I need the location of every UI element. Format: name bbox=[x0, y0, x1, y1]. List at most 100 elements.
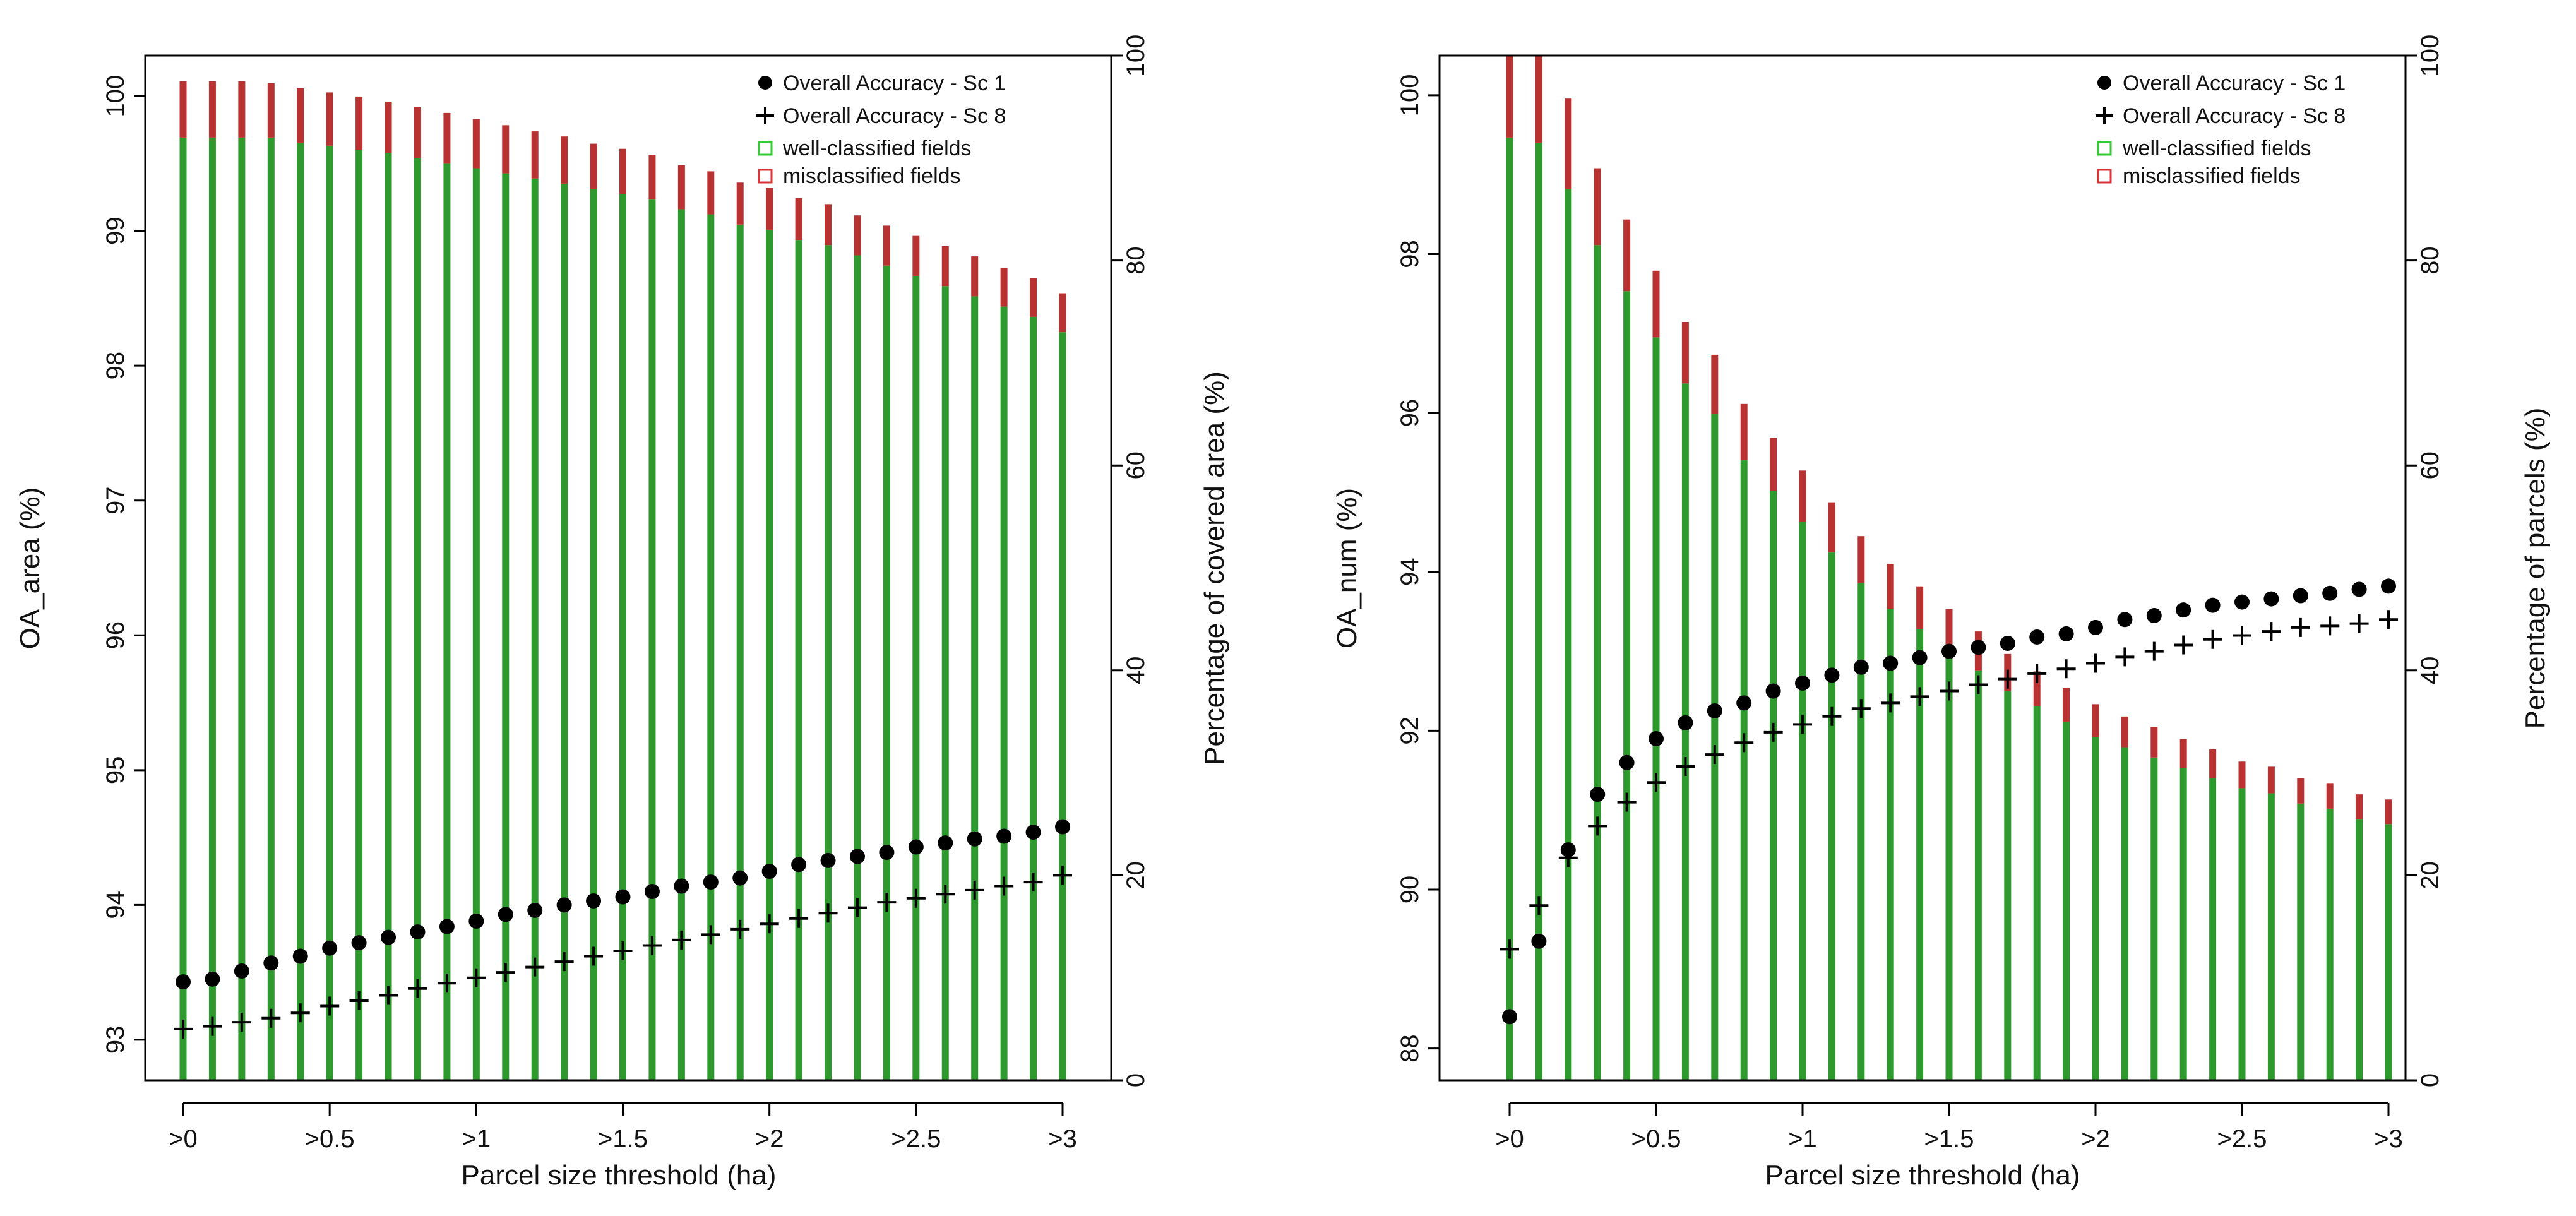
point-sc8 bbox=[965, 880, 984, 900]
point-sc1 bbox=[381, 929, 397, 945]
bar-well-classified bbox=[825, 245, 832, 1080]
point-sc8 bbox=[730, 919, 750, 939]
point-sc8 bbox=[2086, 653, 2105, 673]
y-left-tick-label: 97 bbox=[102, 486, 129, 515]
bar-well-classified bbox=[2238, 788, 2246, 1080]
y-right-tick-label: 80 bbox=[2416, 246, 2444, 275]
point-sc8 bbox=[290, 1003, 310, 1023]
legend-green-square-icon bbox=[2097, 141, 2112, 156]
point-sc8 bbox=[1998, 669, 2017, 689]
point-sc8 bbox=[1617, 792, 1637, 812]
bar-misclassified bbox=[2356, 794, 2363, 820]
bar-misclassified bbox=[1887, 564, 1894, 609]
bar-well-classified bbox=[1740, 460, 1748, 1080]
bar-misclassified bbox=[2209, 749, 2217, 778]
point-sc8 bbox=[2349, 614, 2369, 633]
bar-well-classified bbox=[561, 183, 568, 1080]
legend-dot-icon bbox=[758, 76, 772, 90]
bar-well-classified bbox=[1770, 491, 1777, 1080]
bar-misclassified bbox=[883, 225, 890, 266]
bar-misclassified bbox=[1857, 536, 1865, 583]
point-sc1 bbox=[2234, 594, 2250, 610]
bars-area bbox=[179, 81, 1066, 1081]
point-sc1 bbox=[1883, 655, 1899, 671]
point-sc1 bbox=[556, 897, 572, 913]
y-left-tick-label: 94 bbox=[102, 891, 129, 919]
bar-well-classified bbox=[1059, 332, 1066, 1081]
bar-well-classified bbox=[443, 163, 451, 1080]
y-right-tick-label: 40 bbox=[2416, 657, 2444, 685]
x-tick-label: >1 bbox=[462, 1125, 491, 1153]
bar-well-classified bbox=[736, 224, 744, 1080]
x-tick-label: >0.5 bbox=[305, 1125, 355, 1153]
bar-misclassified bbox=[561, 136, 568, 184]
y-left-tick-label: 98 bbox=[102, 352, 129, 380]
legend-dot-icon bbox=[2097, 76, 2111, 90]
bar-well-classified bbox=[854, 255, 861, 1080]
bar-misclassified bbox=[502, 125, 510, 174]
x-tick-label: >2 bbox=[755, 1125, 784, 1153]
bar-well-classified bbox=[1030, 316, 1037, 1080]
bar-well-classified bbox=[1974, 670, 1982, 1080]
point-sc8 bbox=[906, 888, 926, 908]
bar-misclassified bbox=[590, 143, 597, 189]
bar-misclassified bbox=[795, 198, 802, 241]
bars-num bbox=[1506, 56, 2392, 1081]
y-right-tick-label: 0 bbox=[2416, 1073, 2444, 1087]
bar-well-classified bbox=[1887, 609, 1894, 1080]
bar-well-classified bbox=[1799, 522, 1806, 1080]
legend-area: Overall Accuracy - Sc 1 Overall Accuracy… bbox=[756, 71, 1006, 188]
y-left-tick-label: 88 bbox=[1396, 1034, 1424, 1063]
bar-misclassified bbox=[1828, 502, 1835, 553]
bar-misclassified bbox=[1565, 98, 1572, 189]
point-sc1 bbox=[2058, 626, 2074, 641]
x-tick-label: >0.5 bbox=[1631, 1125, 1681, 1153]
x-tick-label: >0 bbox=[169, 1125, 198, 1153]
plot-frame-area bbox=[144, 54, 1112, 1082]
point-sc1 bbox=[234, 963, 249, 979]
point-sc8 bbox=[1793, 715, 1812, 734]
point-sc1 bbox=[879, 845, 895, 861]
x-axis-num: >0 >0.5 >1 >1.5 >2 >2.5 >3 bbox=[1495, 1102, 2403, 1153]
point-sc8 bbox=[789, 909, 809, 928]
point-sc1 bbox=[351, 935, 367, 951]
y-right-tick-label: 20 bbox=[1122, 861, 1150, 890]
bar-well-classified bbox=[1506, 137, 1513, 1081]
point-sc1 bbox=[586, 893, 602, 909]
y-right-tick-label: 60 bbox=[1122, 451, 1150, 480]
point-sc1 bbox=[615, 889, 631, 905]
bar-misclassified bbox=[1799, 470, 1806, 522]
bar-misclassified bbox=[1770, 438, 1777, 491]
point-sc1 bbox=[2176, 602, 2191, 618]
bar-well-classified bbox=[707, 214, 715, 1081]
point-sc1 bbox=[2000, 636, 2015, 652]
point-sc8 bbox=[2262, 622, 2281, 641]
legend-num: Overall Accuracy - Sc 1 Overall Accuracy… bbox=[2096, 71, 2346, 188]
bar-well-classified bbox=[971, 296, 979, 1080]
point-sc1 bbox=[2088, 619, 2103, 635]
point-sc1 bbox=[1912, 650, 1928, 665]
point-sc1 bbox=[176, 974, 191, 990]
bar-misclassified bbox=[1623, 219, 1631, 292]
bar-misclassified bbox=[825, 204, 832, 246]
y-axis-left-area: 93 94 95 96 97 98 99 100 bbox=[102, 75, 145, 1054]
bar-misclassified bbox=[208, 81, 216, 138]
point-sc8 bbox=[1676, 757, 1695, 777]
bar-well-classified bbox=[766, 229, 773, 1080]
bar-misclassified bbox=[648, 155, 656, 200]
point-sc1 bbox=[703, 874, 719, 890]
point-sc1 bbox=[1590, 787, 1606, 802]
point-sc8 bbox=[1851, 699, 1871, 718]
point-sc8 bbox=[818, 903, 838, 923]
point-sc1 bbox=[1502, 1009, 1517, 1025]
legend-green-square-icon bbox=[758, 141, 773, 156]
point-sc1 bbox=[849, 849, 865, 864]
x-tick-label: >2.5 bbox=[891, 1125, 941, 1153]
point-sc1 bbox=[2117, 612, 2133, 628]
bar-misclassified bbox=[2385, 799, 2392, 825]
bar-well-classified bbox=[502, 173, 510, 1080]
bar-misclassified bbox=[443, 112, 451, 164]
point-sc1 bbox=[1824, 667, 1840, 683]
bar-well-classified bbox=[2179, 767, 2187, 1080]
